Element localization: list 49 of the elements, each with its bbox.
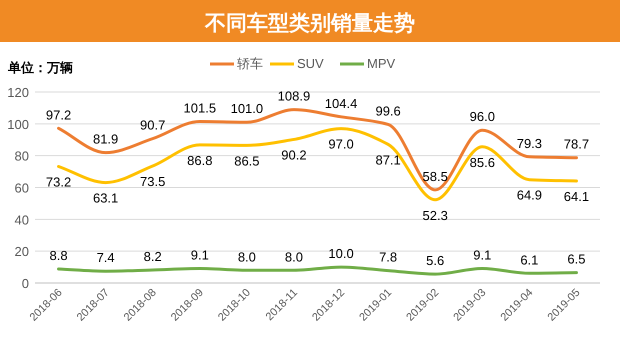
- data-label: 9.1: [473, 248, 492, 263]
- text: 单位：万辆: [7, 60, 73, 75]
- data-label: 104.4: [324, 96, 358, 111]
- data-label: 64.1: [564, 188, 590, 204]
- data-label: 99.6: [375, 103, 401, 118]
- legend-label: 轿车: [237, 56, 263, 71]
- data-label: 8.0: [238, 249, 256, 264]
- data-label: 78.7: [564, 136, 590, 152]
- data-label: 8.2: [144, 248, 162, 264]
- y-tick-label: 120: [7, 85, 29, 100]
- data-label: 6.5: [567, 252, 586, 267]
- y-tick-label: 0: [22, 276, 29, 291]
- data-label: 101.0: [230, 101, 264, 116]
- data-label: 81.9: [92, 132, 118, 147]
- data-label: 90.7: [140, 118, 166, 133]
- y-tick-label: 60: [14, 180, 29, 196]
- data-label: 85.6: [470, 154, 495, 170]
- data-label: 96.0: [470, 109, 495, 124]
- data-label: 10.0: [328, 246, 354, 262]
- data-label: 87.1: [375, 152, 401, 168]
- data-label: 9.1: [190, 248, 209, 263]
- data-label: 63.1: [92, 190, 118, 206]
- data-label: 73.2: [46, 174, 72, 190]
- data-label: 108.9: [278, 88, 310, 104]
- legend-label: SUV: [297, 56, 324, 71]
- y-tick-label: 20: [14, 244, 29, 260]
- data-label: 52.3: [422, 208, 448, 223]
- data-label: 6.1: [520, 252, 538, 268]
- data-label: 5.6: [426, 253, 444, 268]
- data-label: 90.2: [281, 147, 307, 162]
- data-label: 97.2: [46, 107, 72, 122]
- y-tick-label: 100: [7, 116, 29, 132]
- data-label: 79.3: [516, 136, 542, 151]
- legend-label: MPV: [367, 56, 396, 71]
- data-label: 7.4: [96, 250, 115, 266]
- data-label: 97.0: [328, 136, 354, 152]
- y-tick-label: 80: [14, 148, 29, 164]
- data-label: 58.5: [422, 168, 448, 184]
- data-label: 101.5: [184, 100, 216, 116]
- data-label: 8.8: [50, 248, 68, 263]
- line-series: [57, 266, 578, 276]
- data-label: 64.9: [516, 188, 542, 203]
- data-label: 7.8: [379, 250, 398, 265]
- y-tick-label: 40: [14, 212, 29, 228]
- data-label: 86.5: [234, 153, 260, 168]
- chart-title: 不同车型类别销量走势: [204, 11, 415, 35]
- data-label: 73.5: [140, 174, 166, 190]
- data-label: 8.0: [284, 249, 303, 264]
- data-label: 86.8: [187, 152, 212, 168]
